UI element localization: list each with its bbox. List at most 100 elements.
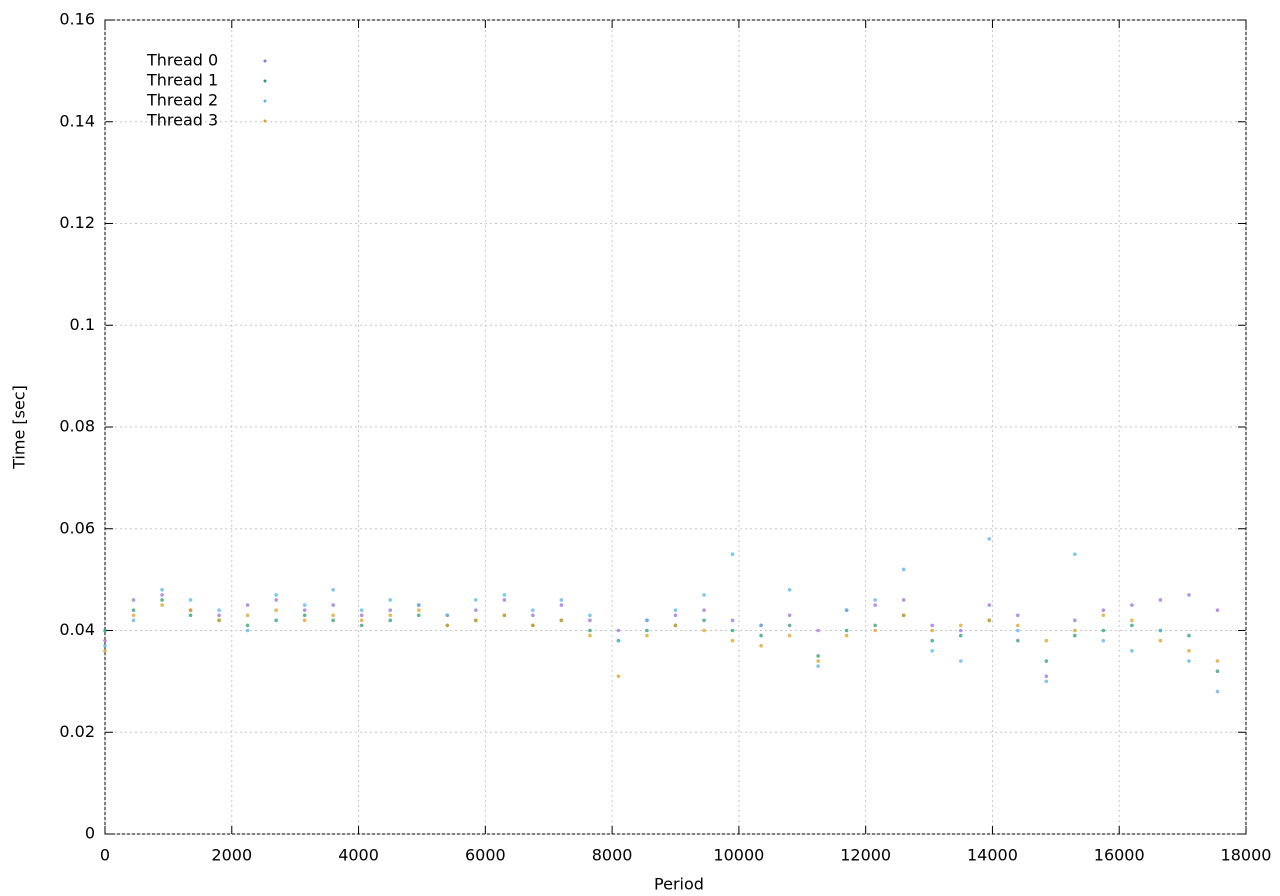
point bbox=[873, 598, 877, 602]
point bbox=[1130, 618, 1134, 623]
x-tick-label: 2000 bbox=[211, 846, 252, 865]
point bbox=[531, 608, 535, 612]
point bbox=[1073, 633, 1077, 638]
point bbox=[502, 593, 507, 597]
point bbox=[987, 537, 992, 541]
point bbox=[388, 613, 393, 618]
x-tick-label: 18000 bbox=[1221, 846, 1272, 865]
point bbox=[1073, 552, 1077, 556]
legend-label: Thread 0 bbox=[146, 51, 218, 70]
point bbox=[245, 623, 250, 628]
point bbox=[559, 598, 564, 602]
point bbox=[103, 638, 107, 643]
point bbox=[730, 618, 735, 623]
point bbox=[1101, 613, 1106, 618]
point bbox=[901, 567, 906, 572]
y-tick-label: 0.1 bbox=[70, 315, 95, 334]
point bbox=[388, 618, 393, 623]
point bbox=[531, 623, 535, 628]
point bbox=[1044, 659, 1049, 663]
x-tick-label: 16000 bbox=[1094, 846, 1145, 865]
point bbox=[1215, 608, 1220, 612]
point bbox=[217, 613, 221, 618]
point bbox=[673, 623, 678, 628]
point bbox=[1187, 633, 1191, 638]
point bbox=[787, 633, 792, 638]
point bbox=[359, 613, 364, 618]
point bbox=[645, 618, 649, 623]
y-tick-label: 0.02 bbox=[59, 722, 95, 741]
point bbox=[217, 618, 221, 623]
point bbox=[1130, 649, 1134, 653]
x-tick-label: 12000 bbox=[840, 846, 891, 865]
point bbox=[274, 598, 278, 602]
x-tick-label: 4000 bbox=[338, 846, 379, 865]
point bbox=[188, 598, 193, 602]
legend-label: Thread 2 bbox=[146, 91, 218, 110]
x-tick-label: 6000 bbox=[465, 846, 506, 865]
point bbox=[787, 623, 792, 628]
point bbox=[331, 588, 336, 592]
point bbox=[1101, 608, 1106, 612]
point bbox=[958, 633, 963, 638]
point bbox=[816, 654, 820, 658]
point bbox=[445, 623, 450, 628]
point bbox=[816, 628, 820, 633]
point bbox=[702, 618, 706, 623]
legend-label: Thread 3 bbox=[146, 111, 218, 130]
point bbox=[1073, 628, 1077, 633]
point bbox=[987, 618, 992, 623]
point bbox=[645, 628, 649, 633]
x-tick-label: 14000 bbox=[967, 846, 1018, 865]
point bbox=[103, 628, 107, 633]
point bbox=[1101, 628, 1106, 633]
point bbox=[131, 598, 136, 602]
point bbox=[416, 608, 421, 612]
point bbox=[787, 613, 792, 618]
point bbox=[474, 608, 478, 612]
point bbox=[531, 613, 535, 618]
y-tick-label: 0.14 bbox=[59, 111, 95, 130]
point bbox=[388, 598, 393, 602]
point bbox=[1215, 669, 1220, 673]
point bbox=[730, 628, 735, 633]
point bbox=[1016, 613, 1020, 618]
point bbox=[160, 593, 164, 597]
point bbox=[930, 623, 935, 628]
legend-marker bbox=[263, 79, 267, 83]
point bbox=[930, 638, 935, 643]
point bbox=[958, 623, 963, 628]
point bbox=[188, 608, 193, 612]
point bbox=[702, 593, 706, 597]
point bbox=[1187, 593, 1191, 597]
point bbox=[1073, 618, 1077, 623]
point bbox=[474, 598, 478, 602]
legend-marker bbox=[263, 99, 267, 103]
point bbox=[359, 608, 364, 612]
point bbox=[1158, 638, 1163, 643]
y-tick-label: 0.08 bbox=[59, 417, 95, 436]
point bbox=[844, 633, 849, 638]
point bbox=[217, 608, 221, 612]
point bbox=[1187, 659, 1191, 663]
point bbox=[1101, 638, 1106, 643]
point bbox=[188, 613, 193, 618]
point bbox=[958, 628, 963, 633]
point bbox=[1044, 674, 1049, 679]
point bbox=[1130, 623, 1134, 628]
point bbox=[873, 603, 877, 607]
point bbox=[103, 649, 107, 653]
point bbox=[1215, 689, 1220, 694]
point bbox=[131, 608, 136, 612]
point bbox=[359, 618, 364, 623]
point bbox=[245, 613, 250, 618]
point bbox=[559, 618, 564, 623]
point bbox=[274, 593, 278, 597]
legend-marker bbox=[263, 119, 267, 123]
point bbox=[416, 613, 421, 618]
point bbox=[816, 659, 820, 663]
point bbox=[702, 628, 706, 633]
point bbox=[673, 613, 678, 618]
point bbox=[759, 633, 763, 638]
